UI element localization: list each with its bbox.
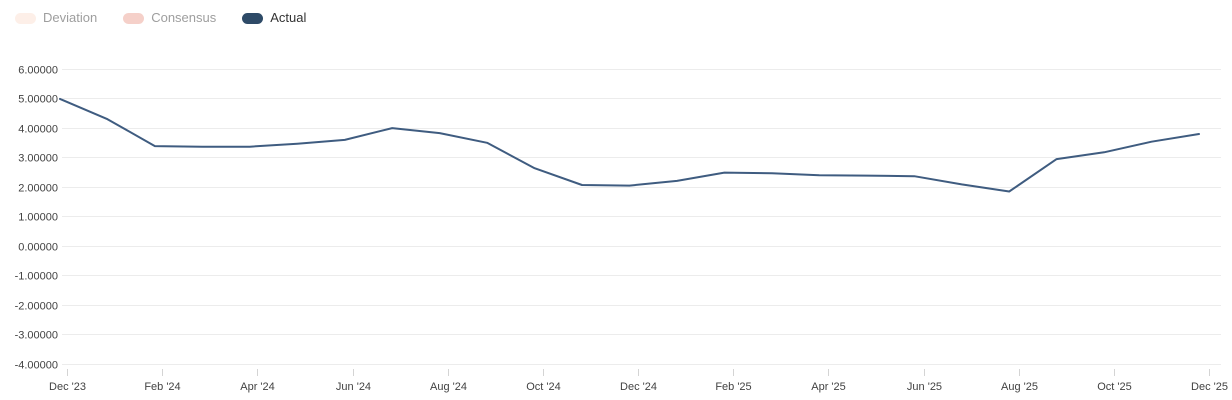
y-tick-label: 1.00000 [18, 212, 58, 224]
legend-item-consensus[interactable]: Consensus [123, 9, 216, 27]
gridlines [62, 69, 1221, 365]
y-tick-label: 3.00000 [18, 153, 58, 165]
x-tick-label: Dec '24 [620, 381, 657, 393]
x-tick-label: Oct '25 [1097, 381, 1132, 393]
x-tick-label: Oct '24 [526, 381, 561, 393]
y-tick-label: 2.00000 [18, 183, 58, 195]
legend-label-deviation: Deviation [43, 10, 98, 25]
x-tick-label: Apr '25 [811, 381, 846, 393]
x-tick-label: Dec '23 [49, 381, 86, 393]
y-axis-labels: 6.00000 5.00000 4.00000 3.00000 2.00000 1.000… [15, 65, 58, 372]
x-tick-label: Dec '25 [1191, 381, 1228, 393]
legend-swatch-deviation [15, 12, 36, 24]
x-axis-ticks [67, 369, 1210, 376]
x-axis-labels: Dec '23 Feb '24 Apr '24 Jun '24 Aug '24 Oct '… [49, 381, 1228, 393]
y-tick-label: 4.00000 [18, 124, 58, 136]
legend-label-actual: Actual [270, 10, 307, 25]
x-tick-label: Aug '25 [1001, 381, 1038, 393]
series-line-actual [59, 97, 1200, 193]
x-tick-label: Aug '24 [430, 381, 467, 393]
y-tick-label: -2.00000 [15, 301, 58, 313]
legend: Deviation Consensus Actual [15, 9, 306, 27]
legend-item-deviation[interactable]: Deviation [15, 9, 97, 27]
x-tick-label: Feb '25 [715, 381, 751, 393]
legend-label-consensus: Consensus [151, 10, 217, 25]
y-tick-label: -3.00000 [15, 330, 58, 342]
x-tick-label: Jun '24 [336, 381, 371, 393]
y-tick-label: 0.00000 [18, 242, 58, 254]
legend-item-actual[interactable]: Actual [242, 9, 306, 27]
legend-swatch-actual [242, 12, 264, 24]
legend-swatch-consensus [123, 12, 145, 24]
y-tick-label: 6.00000 [18, 65, 58, 77]
x-tick-label: Apr '24 [240, 381, 275, 393]
y-tick-label: -1.00000 [15, 271, 58, 283]
y-tick-label: -4.00000 [15, 360, 58, 372]
x-tick-label: Feb '24 [144, 381, 180, 393]
x-tick-label: Jun '25 [907, 381, 942, 393]
y-tick-label: 5.00000 [18, 94, 58, 106]
